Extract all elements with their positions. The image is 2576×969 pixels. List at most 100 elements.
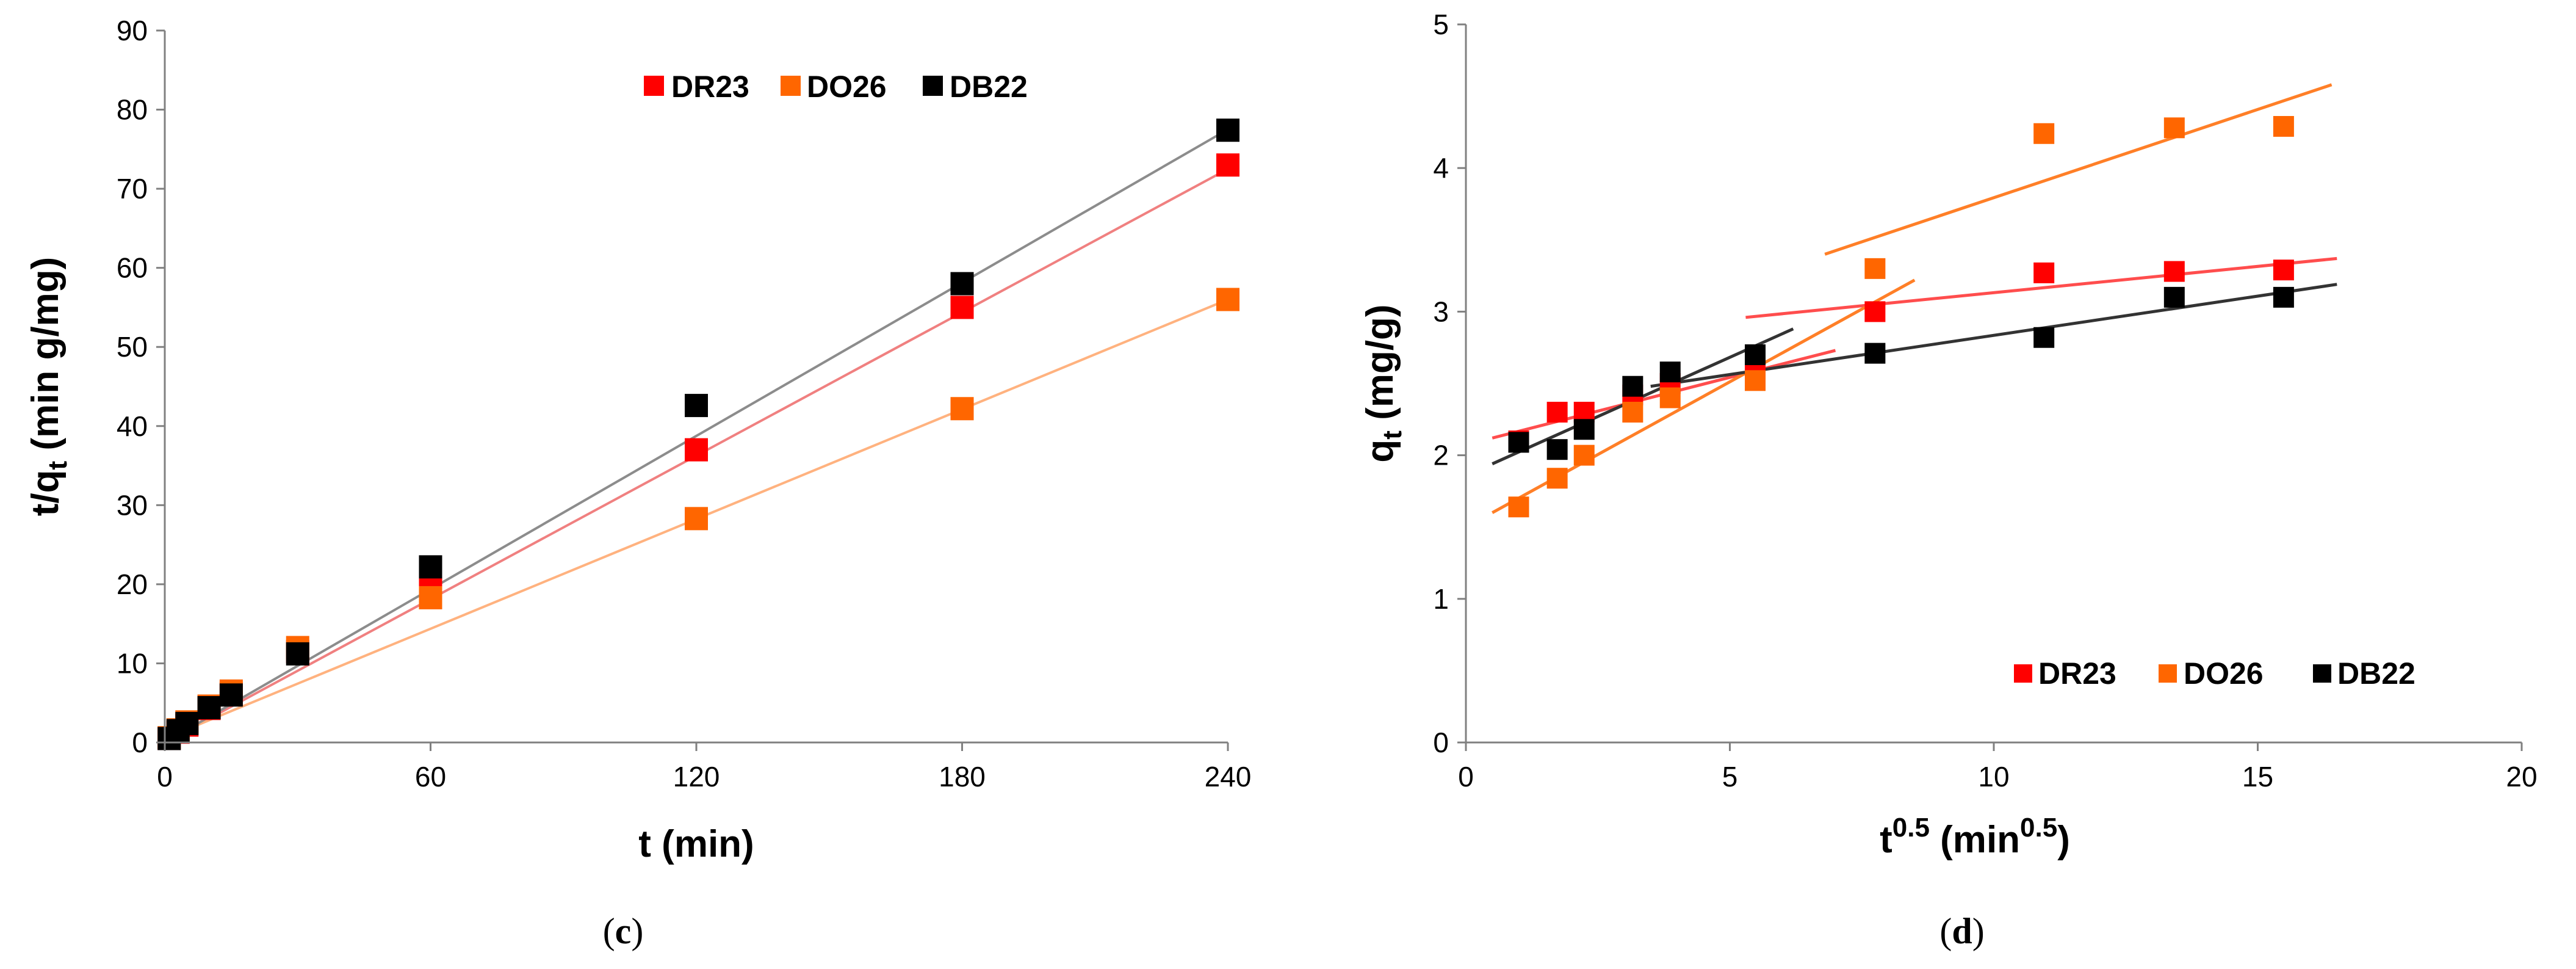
chart-d-data-points: [1508, 115, 2294, 518]
legend-d-marker-do26: [2159, 664, 2177, 683]
legend-d-label-dr23: DR23: [2038, 656, 2116, 691]
data-point-db22: [1745, 344, 1766, 365]
chart-c-x-tick-label: 60: [415, 761, 446, 793]
chart-d-x-tick-label: 10: [1978, 761, 2009, 793]
chart-d-y-tick-label: 4: [1433, 152, 1449, 184]
legend-d-marker-dr23: [2014, 664, 2032, 683]
data-point-db22: [685, 394, 708, 418]
data-point-do26: [1745, 370, 1766, 391]
chart-c-x-tick-label: 240: [1205, 761, 1252, 793]
data-point-dr23: [685, 438, 708, 462]
panel-caption-c: (c): [603, 911, 644, 951]
chart-d-x-tick-label: 0: [1458, 761, 1474, 793]
data-point-dr23: [950, 296, 974, 319]
chart-c-x-axis-title: t (min): [638, 823, 754, 865]
chart-c-legend: DR23 DO26 DB22: [644, 70, 1028, 104]
legend-c-marker-db22: [923, 76, 943, 96]
data-point-db22: [219, 683, 243, 707]
legend-c-label-do26: DO26: [807, 70, 887, 104]
chart-d-legend: DR23 DO26 DB22: [2014, 656, 2415, 691]
data-point-do26: [2163, 117, 2185, 139]
chart-d-ticks: 0 1 2 3 4 5 0 5 10 15 20: [1433, 9, 2537, 793]
legend-c-label-db22: DB22: [950, 70, 1028, 104]
data-point-do26: [1622, 402, 1643, 423]
data-point-do26: [1216, 288, 1239, 311]
data-point-do26: [2033, 123, 2055, 144]
chart-d-y-tick-label: 5: [1433, 9, 1449, 40]
chart-c-y-tick-label: 40: [117, 410, 148, 442]
data-point-dr23: [2163, 261, 2185, 282]
data-point-db22: [1864, 343, 1886, 364]
chart-d-y-tick-label: 0: [1433, 727, 1449, 758]
chart-c-y-tick-label: 90: [117, 15, 148, 46]
chart-c-y-tick-label: 80: [117, 94, 148, 126]
data-point-db22: [1216, 118, 1239, 142]
data-point-dr23: [1864, 301, 1886, 322]
data-point-db22: [2273, 286, 2294, 308]
panel-caption-c-letter: c: [615, 911, 632, 951]
chart-c-x-tick-label: 180: [939, 761, 986, 793]
legend-c-marker-dr23: [644, 76, 664, 96]
panel-caption-d: (d): [1939, 911, 1984, 951]
chart-d-x-tick-label: 20: [2506, 761, 2537, 793]
chart-c-y-tick-label: 20: [117, 568, 148, 600]
data-point-db22: [2163, 286, 2185, 308]
chart-c-x-tick-label: 120: [673, 761, 720, 793]
chart-c-y-tick-label: 0: [132, 727, 148, 758]
chart-d-y-axis-title: qt (mg/g): [1359, 304, 1407, 462]
data-point-db22: [1508, 432, 1529, 453]
data-point-db22: [1659, 361, 1681, 383]
fit-line-db22-1: [164, 128, 1228, 744]
data-point-db22: [950, 272, 974, 296]
chart-c-y-tick-label: 30: [117, 489, 148, 521]
chart-d-x-tick-label: 15: [2242, 761, 2273, 793]
data-point-dr23: [2033, 262, 2055, 283]
data-point-db22: [1573, 419, 1595, 440]
data-point-db22: [197, 695, 221, 719]
chart-d-y-tick-label: 2: [1433, 440, 1449, 471]
chart-d-y-tick-label: 3: [1433, 296, 1449, 327]
data-point-db22: [1546, 439, 1568, 460]
chart-panel-d: 0 1 2 3 4 5 0 5 10 15 20 t0.5 (min0.5) qt (mg/g) D…: [1359, 9, 2538, 951]
data-point-db22: [419, 555, 442, 579]
chart-d-x-tick-label: 5: [1722, 761, 1738, 793]
chart-c-y-tick-label: 60: [117, 252, 148, 284]
chart-d-fit-lines: [1492, 83, 2337, 514]
data-point-do26: [419, 586, 442, 609]
data-point-do26: [1546, 468, 1568, 489]
legend-c-marker-do26: [781, 76, 801, 96]
data-point-dr23: [1216, 153, 1239, 177]
chart-c-fit-lines: [164, 128, 1228, 744]
chart-c-y-tick-label: 70: [117, 173, 148, 205]
chart-c-y-tick-label: 10: [117, 647, 148, 679]
data-point-do26: [2273, 115, 2294, 137]
data-point-do26: [685, 507, 708, 531]
panel-caption-d-letter: d: [1952, 911, 1972, 951]
legend-c-label-dr23: DR23: [671, 70, 749, 104]
data-point-dr23: [1546, 402, 1568, 423]
chart-d-y-tick-label: 1: [1433, 583, 1449, 615]
data-point-do26: [1508, 496, 1529, 518]
chart-c-y-tick-label: 50: [117, 331, 148, 363]
fit-line-do26-2: [1824, 83, 2332, 256]
data-point-db22: [175, 711, 199, 735]
chart-c-x-tick-label: 0: [157, 761, 173, 793]
data-point-do26: [950, 397, 974, 421]
data-point-do26: [1864, 258, 1886, 279]
chart-c-y-axis-title: t/qt (min g/mg): [24, 257, 73, 516]
chart-c-ticks: 0 10 20 30 40 50 60 70 80 90 0 60 120 180 240: [117, 15, 1252, 793]
chart-c-data-points: [157, 118, 1239, 750]
data-point-db22: [286, 642, 309, 666]
legend-d-label-do26: DO26: [2184, 656, 2264, 691]
legend-d-marker-db22: [2313, 664, 2331, 683]
legend-d-label-db22: DB22: [2337, 656, 2415, 691]
data-point-db22: [1622, 376, 1643, 397]
data-point-dr23: [2273, 259, 2294, 281]
chart-d-x-axis-title: t0.5 (min0.5): [1880, 813, 2070, 861]
data-point-do26: [1573, 445, 1595, 466]
data-point-do26: [1659, 387, 1681, 408]
fit-line-dr23-2: [1745, 256, 2337, 319]
data-point-db22: [2033, 327, 2055, 348]
